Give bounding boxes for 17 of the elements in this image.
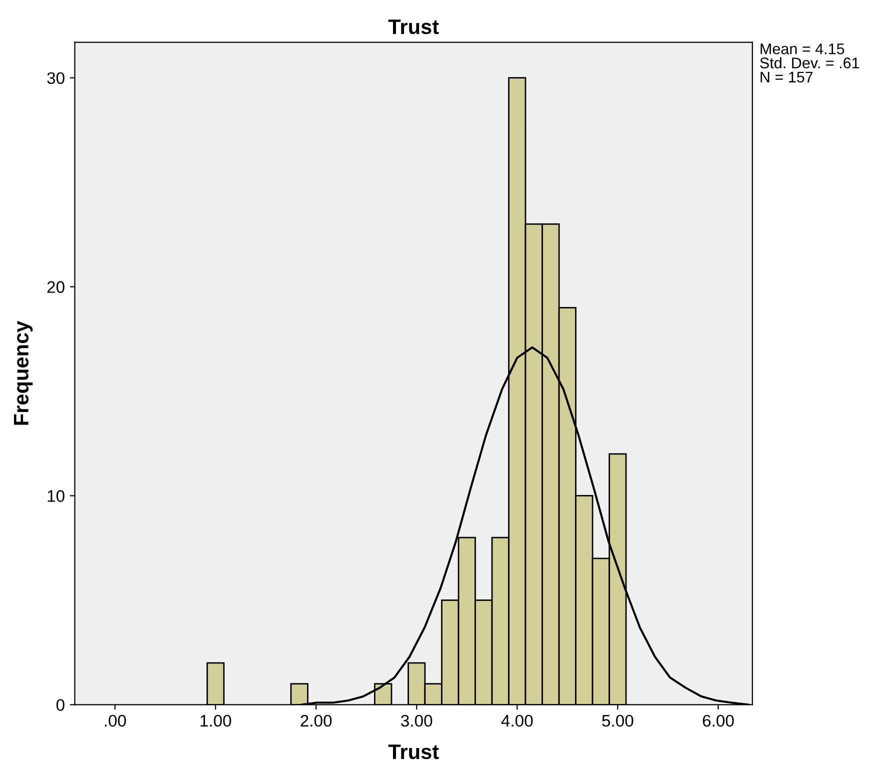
x-tick-label: 2.00 — [300, 714, 332, 727]
x-tick-label: 3.00 — [401, 714, 432, 727]
text: Mean = 4.15 — [760, 44, 844, 54]
y-tick-label: 10 — [48, 490, 64, 502]
x-tick-label: 1.00 — [200, 714, 232, 727]
x-tick-label: 4.00 — [501, 714, 533, 727]
x-tick-label: 6.00 — [702, 714, 734, 727]
y-tick-label: 0 — [56, 699, 64, 711]
chart-title: Trust — [388, 20, 439, 34]
x-tick-label: 5.00 — [602, 714, 634, 727]
text: Std. Dev. = .61 — [760, 57, 860, 68]
x-axis-title: Trust — [388, 744, 439, 760]
y-axis-title: Frequency — [14, 320, 33, 425]
x-tick-label: .00 — [104, 714, 126, 727]
y-tick-label: 20 — [47, 281, 64, 293]
text: N = 157 — [760, 72, 813, 82]
y-tick-label: 30 — [47, 72, 64, 84]
